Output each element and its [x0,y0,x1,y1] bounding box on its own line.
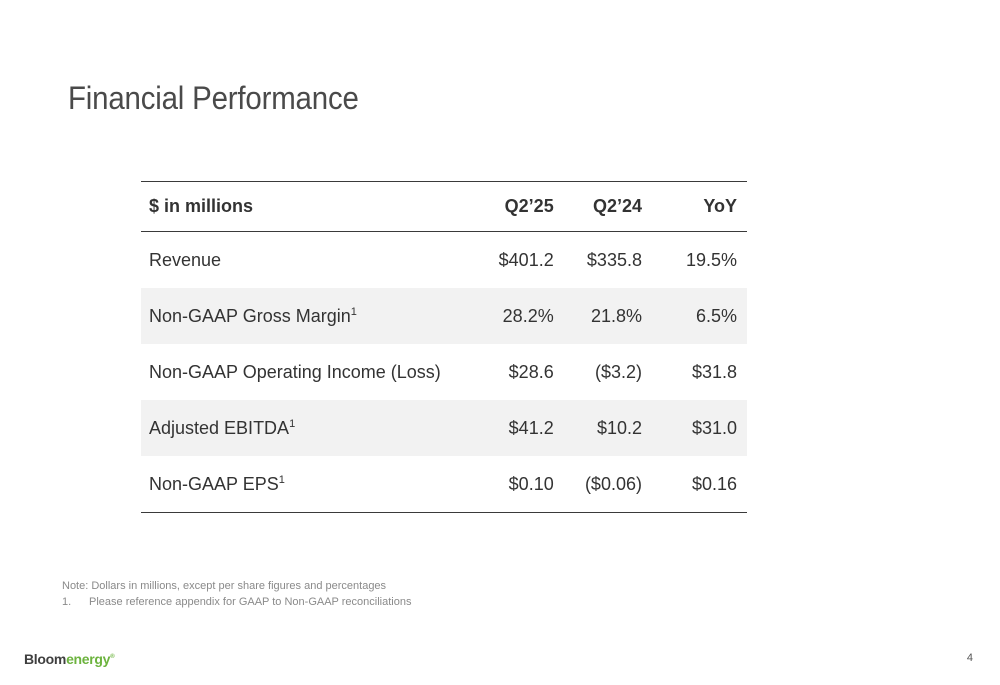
cell-yoy: $31.0 [641,400,747,456]
cell-q225: $0.10 [508,473,554,494]
page-number: 4 [966,652,973,664]
cell-q224: ($3.2) [594,361,642,382]
cell-q224: ($0.06) [584,473,642,494]
header-q224: Q2’24 [553,182,642,232]
cell-yoy: $31.8 [691,361,737,382]
financial-table: $ in millions Q2’25 Q2’24 YoY Revenue $4… [141,181,747,513]
company-logo: Bloomenergy® [24,651,115,667]
cell-q225: $401.2 [498,249,554,270]
header-yoy: YoY [641,182,747,232]
note-text: Note: Dollars in millions, except per sh… [62,580,387,592]
footnote-marker: 1. [62,596,72,608]
table-row: Non-GAAP EPS1 $0.10 ($0.06) $0.16 [141,456,747,512]
footnote-1: 1. Please reference appendix for GAAP to… [62,594,411,610]
cell-q224: $335.8 [586,249,642,270]
cell-q225: $28.6 [508,361,554,382]
cell-yoy: 6.5% [641,288,747,344]
row-label: Adjusted EBITDA1 [141,400,474,456]
cell-yoy: 19.5% [685,249,737,270]
table-row: Revenue $401.2 $335.8 19.5% [141,232,747,289]
row-label: Non-GAAP Operating Income (Loss) [149,361,441,382]
row-label: Revenue [149,249,222,270]
header-q225: Q2’25 [473,182,554,232]
cell-q225: $41.2 [473,400,554,456]
footnote-text: Please reference appendix for GAAP to No… [89,596,412,608]
cell-q224: $10.2 [553,400,642,456]
table-header-row: $ in millions Q2’25 Q2’24 YoY [141,182,747,232]
cell-q224: 21.8% [553,288,642,344]
cell-q225: 28.2% [473,288,554,344]
slide-title: Financial Performance [68,80,359,116]
row-label: Non-GAAP EPS1 [149,473,285,494]
cell-yoy: $0.16 [691,473,737,494]
footnotes: Note: Dollars in millions, except per sh… [62,578,411,610]
row-label: Non-GAAP Gross Margin1 [141,288,474,344]
table-row: Non-GAAP Operating Income (Loss) $28.6 (… [141,344,747,400]
header-label: $ in millions [141,182,474,232]
table-row: Adjusted EBITDA1 $41.2 $10.2 $31.0 [141,400,747,456]
table-row: Non-GAAP Gross Margin1 28.2% 21.8% 6.5% [141,288,747,344]
